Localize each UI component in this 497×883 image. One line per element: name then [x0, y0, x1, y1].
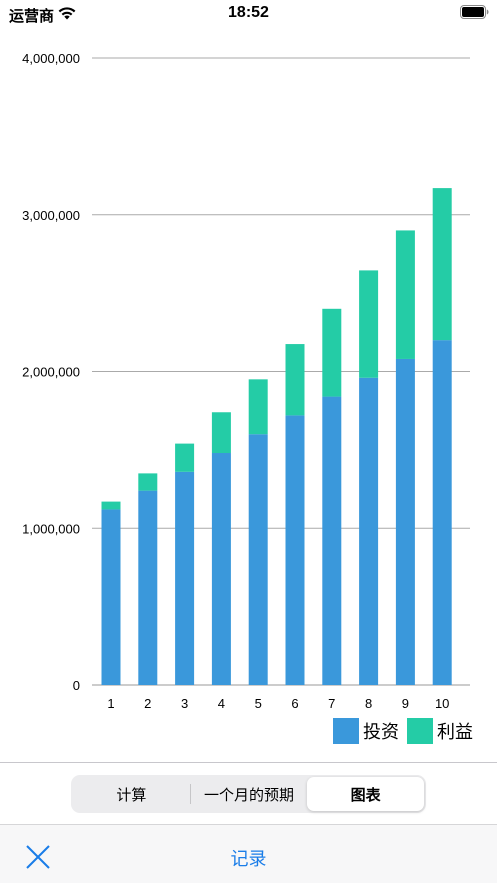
bar-investment: [175, 471, 195, 685]
bar-investment: [285, 415, 305, 685]
y-tick-label: 0: [73, 678, 80, 693]
y-tick-label: 1,000,000: [22, 521, 80, 536]
bar-investment: [359, 377, 379, 685]
legend-item-investment: 投资: [333, 718, 399, 744]
close-icon: [26, 845, 50, 869]
bottom-toolbar: 记录: [0, 824, 497, 883]
bar-investment: [395, 358, 415, 685]
bar-profit: [211, 412, 231, 454]
status-bar: 运营商 18:52: [0, 0, 497, 28]
record-button[interactable]: 记录: [230, 849, 267, 869]
bar-investment: [138, 490, 158, 685]
bar-investment: [322, 396, 342, 685]
bar-investment: [101, 509, 121, 685]
bar-profit: [175, 443, 195, 472]
legend-item-profit: 利益: [407, 718, 473, 744]
tab-calculate[interactable]: 计算: [116, 786, 147, 804]
tab-monthly-forecast[interactable]: 一个月的预期: [204, 786, 295, 804]
carrier-label: 运营商: [9, 8, 55, 25]
stacked-bar-chart: 0 1,000,000 2,000,000 3,000,000 4,000,000 1 2 3…: [22, 51, 470, 711]
wifi-icon: [58, 7, 76, 20]
bar-profit: [359, 270, 379, 378]
x-tick-label: 4: [218, 696, 225, 711]
bar-profit: [285, 344, 305, 416]
chart-legend: 投资 利益: [325, 718, 473, 744]
x-tick-label: 8: [365, 696, 372, 711]
status-time: 18:52: [228, 4, 269, 21]
bar-profit: [138, 473, 158, 491]
x-tick-label: 1: [107, 696, 114, 711]
x-tick-label: 9: [402, 696, 409, 711]
x-tick-label: 10: [435, 696, 449, 711]
tab-chart[interactable]: 图表: [307, 777, 425, 811]
x-tick-label: 6: [291, 696, 298, 711]
battery-icon: [460, 5, 489, 19]
record-button-wrap: 记录: [0, 845, 497, 871]
bar-investment: [211, 453, 231, 685]
bar-investment: [432, 340, 452, 685]
y-tick-label: 4,000,000: [22, 51, 80, 66]
bar-profit: [248, 379, 268, 435]
y-tick-label: 2,000,000: [22, 365, 80, 380]
legend-swatch-investment: [333, 718, 359, 744]
legend-swatch-profit: [407, 718, 433, 744]
bar-profit: [322, 308, 342, 397]
close-button[interactable]: [22, 843, 54, 871]
segment-separator: [189, 784, 191, 804]
bar-profit: [432, 188, 452, 341]
bar-profit: [101, 501, 121, 510]
x-tick-label: 2: [144, 696, 151, 711]
bar-investment: [248, 434, 268, 685]
x-tick-label: 5: [255, 696, 262, 711]
segmented-control: 计算 一个月的预期 图表: [71, 775, 426, 813]
y-tick-label: 3,000,000: [22, 208, 80, 223]
bar-profit: [395, 230, 415, 359]
divider: [0, 762, 497, 763]
legend-label-investment: 投资: [363, 722, 399, 742]
x-tick-label: 7: [328, 696, 335, 711]
x-tick-label: 3: [181, 696, 188, 711]
legend-label-profit: 利益: [437, 722, 473, 742]
